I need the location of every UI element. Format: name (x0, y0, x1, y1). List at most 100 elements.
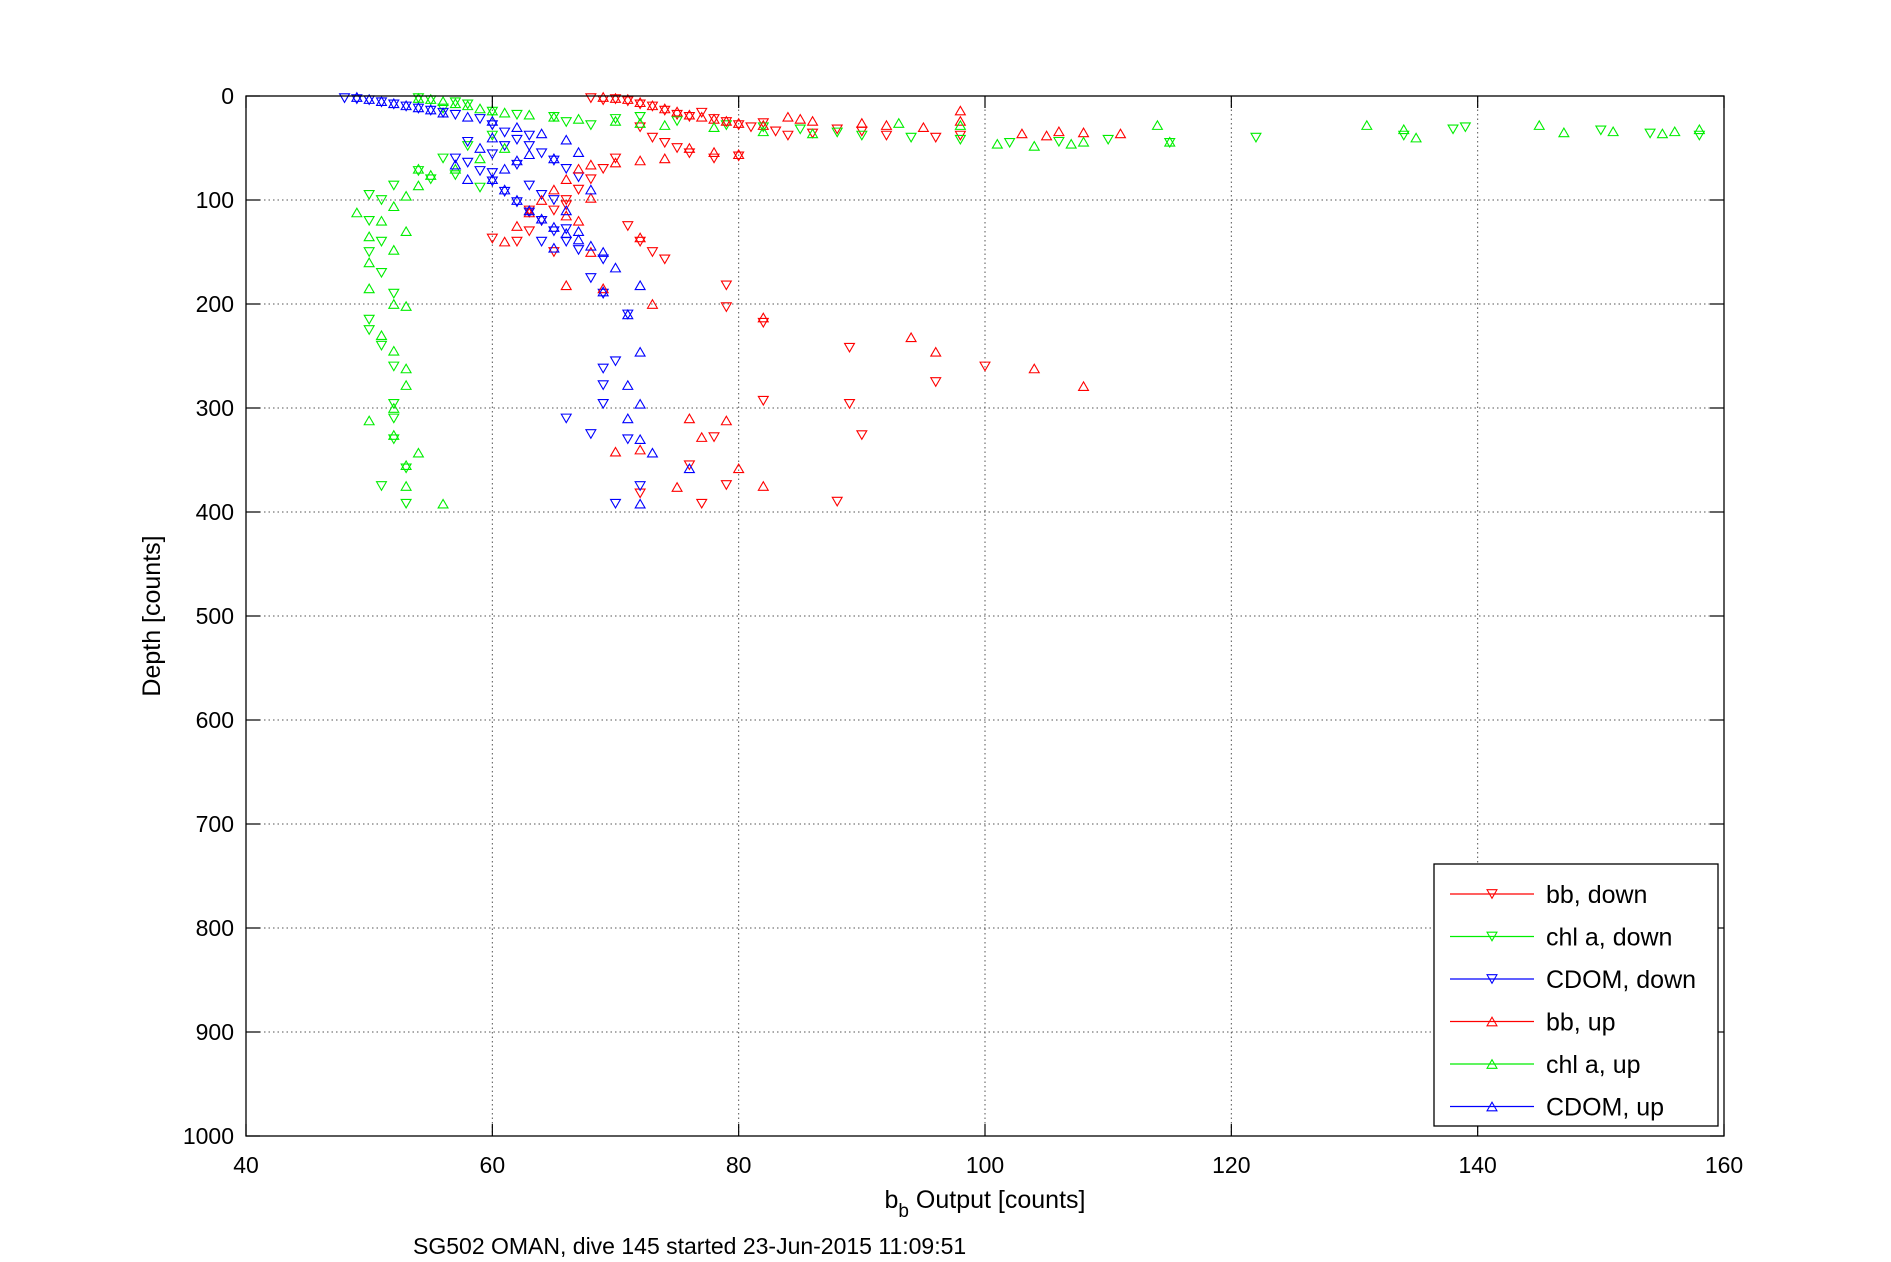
data-point (782, 130, 794, 141)
data-point (412, 447, 425, 458)
data-point (1003, 137, 1016, 149)
data-point (1459, 122, 1472, 133)
data-point (548, 242, 560, 253)
data-point (855, 130, 868, 141)
data-point (609, 114, 622, 125)
data-point (905, 331, 917, 343)
data-point (1360, 119, 1373, 130)
legend-box (1433, 863, 1719, 1127)
data-point (695, 431, 708, 442)
data-point (584, 120, 597, 131)
data-point (437, 107, 449, 118)
data-point (560, 134, 573, 145)
data-point (387, 345, 400, 356)
data-point (461, 111, 474, 122)
data-point (1533, 119, 1546, 130)
data-point (338, 93, 351, 104)
data-point (400, 459, 413, 471)
data-point (548, 111, 560, 122)
data-point (523, 207, 536, 218)
data-point (695, 111, 708, 122)
data-point (646, 132, 659, 143)
data-point (350, 207, 363, 218)
data-point (757, 125, 770, 137)
data-point (498, 184, 511, 195)
data-point (560, 413, 573, 424)
data-point (449, 97, 462, 109)
x-tick-label: 80 (726, 1152, 752, 1178)
data-point (646, 99, 659, 111)
data-point (400, 300, 413, 311)
data-point (732, 120, 745, 131)
data-point (634, 96, 647, 108)
data-point (584, 273, 597, 284)
data-point (412, 166, 425, 177)
data-point (363, 325, 376, 336)
data-point (732, 148, 745, 160)
data-point (745, 122, 757, 133)
data-point (387, 429, 400, 440)
y-tick-label: 900 (196, 1019, 234, 1045)
axis-ticks (245, 95, 1725, 1137)
data-point (461, 136, 474, 148)
data-point (843, 399, 856, 410)
data-point (511, 220, 523, 231)
data-point (634, 488, 647, 499)
legend-item-chl-a-up: chl a, up (1450, 1051, 1641, 1079)
data-point (683, 460, 696, 471)
data-point (1693, 130, 1706, 141)
data-point (597, 363, 610, 374)
data-point (634, 398, 647, 409)
data-point (597, 286, 610, 297)
data-point (560, 224, 573, 235)
data-point (855, 430, 868, 441)
data-point (523, 226, 536, 237)
data-point (584, 246, 597, 257)
data-point (511, 121, 523, 133)
data-point (609, 92, 622, 103)
data-point (400, 225, 413, 237)
data-point (1077, 380, 1090, 391)
data-point (498, 142, 511, 153)
data-point (794, 113, 807, 124)
data-point (720, 480, 733, 491)
y-tick-label: 400 (196, 499, 234, 525)
data-point (954, 134, 967, 146)
y-tick-label: 1000 (183, 1123, 234, 1149)
data-point (572, 245, 585, 256)
data-point (486, 105, 499, 116)
legend-label: CDOM, down (1546, 966, 1696, 994)
data-point (609, 153, 622, 164)
data-point (597, 254, 610, 265)
data-point (548, 195, 560, 206)
data-point (806, 115, 819, 126)
data-point (634, 117, 647, 128)
data-point (1016, 128, 1028, 139)
data-point (387, 180, 400, 191)
data-point (535, 189, 548, 201)
data-point (621, 379, 634, 390)
data-point (929, 132, 942, 143)
data-point (671, 109, 683, 121)
data-point (387, 402, 400, 413)
legend-label: bb, down (1546, 881, 1647, 909)
data-point (412, 180, 425, 191)
data-point (1028, 363, 1041, 374)
data-point (449, 170, 462, 181)
data-point (560, 227, 573, 239)
data-point (363, 247, 376, 258)
data-point (523, 180, 536, 191)
data-point (880, 130, 893, 141)
data-point (560, 195, 573, 206)
data-point (375, 267, 388, 279)
data-point (523, 148, 536, 160)
legend-marker (1486, 974, 1498, 985)
data-point (880, 119, 893, 130)
data-point (671, 481, 683, 492)
data-point (979, 361, 991, 372)
data-point (806, 128, 819, 139)
data-point (363, 215, 376, 227)
data-point (363, 314, 376, 325)
y-tick-label: 600 (196, 707, 234, 733)
